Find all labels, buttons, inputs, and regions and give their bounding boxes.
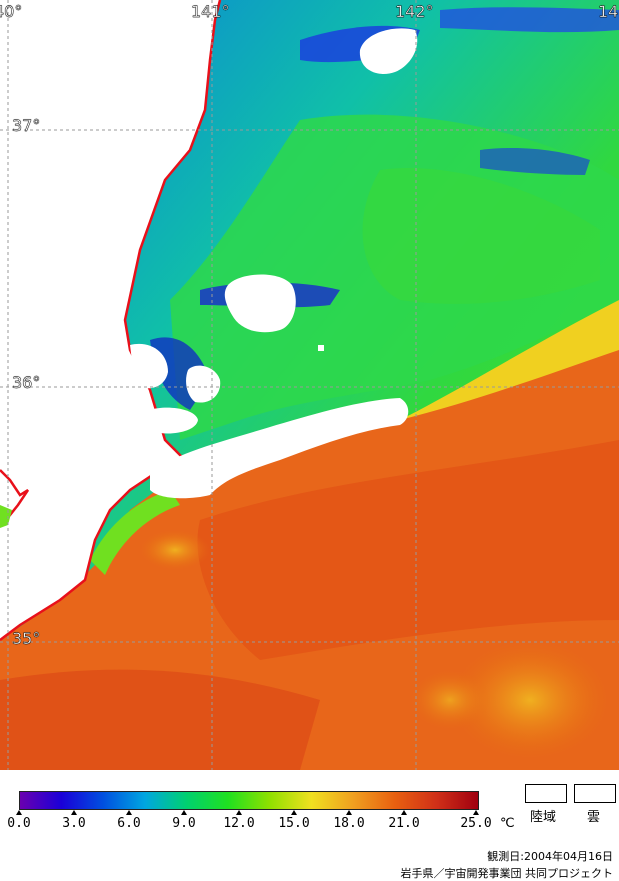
temperature-colorbar (19, 791, 479, 810)
colorbar-tick-label: 25.0 (460, 816, 492, 831)
colorbar-tick (473, 810, 479, 815)
graticule (0, 0, 619, 770)
colorbar-tick (346, 810, 352, 815)
observation-date: 観測日:2004年04月16日 (487, 850, 613, 863)
cloud-patch (359, 28, 418, 74)
colorbar-tick-label: 15.0 (278, 816, 310, 831)
latitude-label: 36° (12, 373, 41, 392)
colorbar-tick (126, 810, 132, 815)
longitude-label: 142° (395, 2, 434, 21)
credit-line: 岩手県／宇宙開発事業団 共同プロジェクト (400, 867, 614, 880)
land-area (0, 0, 220, 640)
longitude-label: 40° (0, 2, 23, 21)
colorbar-tick (71, 810, 77, 815)
longitude-label: 14 (598, 2, 619, 21)
colorbar-tick-label: 0.0 (7, 816, 31, 831)
colorbar-tick-label: 6.0 (117, 816, 141, 831)
latitude-label: 35° (12, 629, 41, 648)
colorbar-tick (236, 810, 242, 815)
cloud-patch (150, 407, 198, 434)
sst-map: 40° 141° 142° 14 37° 36° 35° (0, 0, 619, 770)
colorbar-tick-label: 9.0 (172, 816, 196, 831)
latitude-label: 37° (12, 116, 41, 135)
colorbar-tick-label: 3.0 (62, 816, 86, 831)
cloud-patch (130, 343, 168, 389)
colorbar-tick-label: 12.0 (223, 816, 255, 831)
colorbar-unit: ℃ (500, 816, 515, 831)
colorbar-tick-label: 21.0 (388, 816, 420, 831)
colorbar-tick (181, 810, 187, 815)
cloud-patch (224, 274, 296, 333)
land-legend-label: 陸域 (530, 810, 557, 825)
map-footer: 0.0 3.0 6.0 9.0 12.0 15.0 18.0 21.0 25.0… (0, 770, 619, 881)
longitude-label: 141° (191, 2, 230, 21)
cloud-patch (150, 398, 409, 499)
cloud-legend-swatch (574, 784, 616, 803)
colorbar-tick (291, 810, 297, 815)
colorbar-tick (401, 810, 407, 815)
colorbar-tick-label: 18.0 (333, 816, 365, 831)
land-legend-swatch (525, 784, 567, 803)
sea-surface-temperature-image (0, 0, 619, 770)
colorbar-tick (16, 810, 22, 815)
cloud-legend-label: 雲 (587, 810, 601, 825)
